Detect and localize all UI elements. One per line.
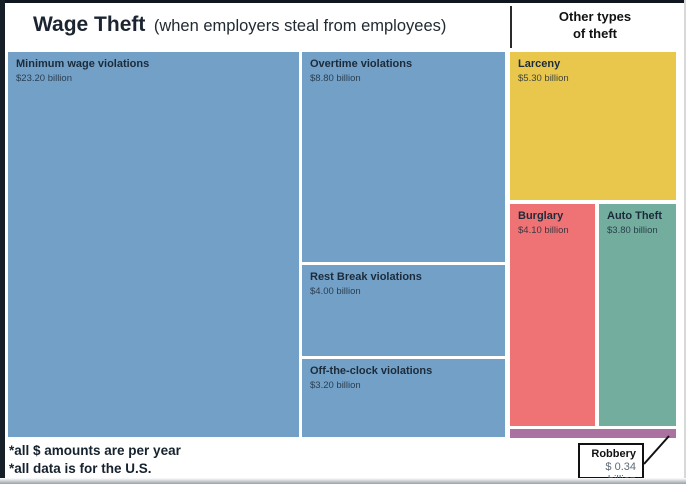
- page-subtitle: (when employers steal from employees): [153, 17, 447, 35]
- tile-value: $3.80 billion: [607, 225, 658, 237]
- robbery-callout: Robbery $ 0.34 billion: [578, 443, 644, 484]
- header-title-group: Wage Theft (when employers steal from em…: [33, 13, 446, 37]
- frame-left-edge: [0, 0, 5, 484]
- footnotes: *all $ amounts are per year *all data is…: [9, 442, 181, 478]
- tile-value: $3.20 billion: [310, 380, 361, 392]
- tile-value: $23.20 billion: [16, 73, 72, 85]
- frame-right-edge: [684, 0, 686, 484]
- treemap-tile-minimum-wage-violations: Minimum wage violations $23.20 billion: [8, 52, 299, 437]
- treemap-tile-larceny: Larceny $5.30 billion: [510, 52, 676, 200]
- page-title: Wage Theft: [33, 13, 146, 36]
- frame-bottom-edge: [0, 478, 686, 484]
- treemap-tile-off-the-clock-violations: Off-the-clock violations $3.20 billion: [302, 359, 505, 437]
- tile-label: Auto Theft: [607, 210, 662, 222]
- tile-label: Overtime violations: [310, 58, 413, 70]
- tile-label: Burglary: [518, 210, 564, 222]
- tile-label: Rest Break violations: [310, 271, 422, 283]
- treemap-tile-overtime-violations: Overtime violations $8.80 billion: [302, 52, 505, 262]
- right-column-title-line1: Other types: [558, 9, 632, 24]
- tile-label: Minimum wage violations: [16, 58, 150, 70]
- tile-value: $8.80 billion: [310, 73, 361, 85]
- treemap-tile-burglary: Burglary $4.10 billion: [510, 204, 595, 426]
- tile-value: $4.10 billion: [518, 225, 569, 237]
- tile-value: $5.30 billion: [518, 73, 569, 85]
- right-column-title: Other types of theft: [512, 9, 678, 43]
- header-divider: [510, 6, 512, 48]
- footnote-per-year: *all $ amounts are per year: [9, 443, 181, 458]
- right-column-title-line2: of theft: [572, 25, 618, 41]
- treemap-tile-robbery: [510, 429, 676, 438]
- frame-top-edge: [0, 0, 686, 3]
- robbery-callout-label: Robbery: [591, 448, 636, 460]
- tile-label: Larceny: [518, 58, 561, 70]
- treemap-tile-rest-break-violations: Rest Break violations $4.00 billion: [302, 265, 505, 356]
- footnote-us-data: *all data is for the U.S.: [9, 461, 152, 477]
- tile-value: $4.00 billion: [310, 286, 361, 298]
- treemap-tile-auto-theft: Auto Theft $3.80 billion: [599, 204, 676, 426]
- tile-label: Off-the-clock violations: [310, 365, 433, 377]
